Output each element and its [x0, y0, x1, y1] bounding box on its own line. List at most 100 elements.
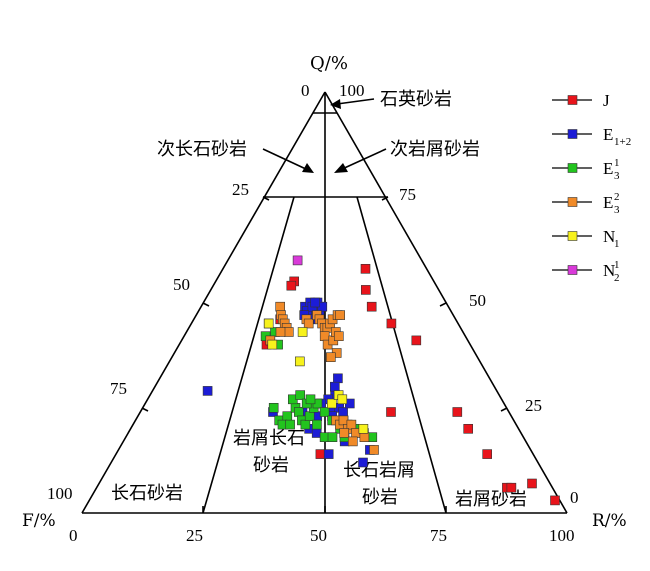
point-e32-35: [347, 436, 358, 447]
point-n1-7: [358, 423, 369, 434]
point-j-19: [386, 407, 396, 417]
legend-subscript: 1: [614, 238, 620, 250]
arrows: [262, 98, 387, 173]
legend-subscript: 3: [614, 204, 620, 216]
point-j-10: [527, 478, 537, 489]
left-divider: [202, 196, 295, 514]
data-points: [202, 255, 560, 506]
right-tick-75: 75: [399, 185, 416, 204]
left-tick-25: 25: [232, 180, 249, 199]
point-e32-18: [335, 310, 346, 320]
point-e12-30: [323, 449, 334, 459]
point-j-0: [360, 263, 371, 274]
legend-item-e31: E 13: [552, 157, 620, 182]
legend-label: E: [603, 159, 613, 178]
point-e32-25: [325, 352, 336, 363]
right-divider: [356, 196, 447, 514]
point-e32-31: [339, 428, 350, 438]
right-tick-50: 50: [469, 291, 486, 310]
region-sublithic-label: 次岩屑砂岩: [390, 139, 480, 160]
point-j-2: [366, 301, 377, 312]
point-e12-35: [333, 373, 343, 384]
legend-label: N: [603, 261, 615, 280]
point-e12-36: [329, 381, 340, 392]
point-e31-6: [282, 411, 293, 422]
point-e12-15: [310, 297, 320, 308]
right-tick-0: 0: [570, 488, 579, 507]
legend-item-n21: N12: [552, 259, 620, 284]
point-e31-8: [293, 407, 304, 417]
legend-label: N: [603, 227, 615, 246]
legend-item-e12: E 1+2: [552, 125, 631, 148]
point-e31-30: [327, 432, 338, 443]
legend-marker: [567, 95, 578, 105]
bottom-tick-25: 25: [186, 526, 203, 545]
point-n1-2: [297, 327, 308, 337]
point-e31-24: [305, 394, 316, 405]
legend-item-e32: E 23: [552, 191, 620, 216]
point-e31-27: [312, 419, 322, 430]
point-j-1: [360, 285, 371, 295]
point-e31-10: [300, 419, 311, 430]
bottom-tick-0: 0: [69, 526, 78, 545]
point-n21-0: [292, 255, 303, 266]
point-e32-0: [275, 301, 286, 312]
point-j-13: [286, 280, 297, 291]
legend-subscript: 2: [614, 272, 620, 284]
region-lithic-feldspar-label-2: 砂岩: [253, 455, 289, 476]
region-quartz-label: 石英砂岩: [380, 89, 452, 110]
point-e32-34: [369, 445, 379, 455]
point-j-18: [315, 449, 326, 459]
r-axis-title: R/%: [592, 511, 627, 531]
right-tick-25: 25: [525, 396, 542, 415]
region-lithic-feldspar-label-1: 岩屑长石: [233, 428, 305, 449]
legend-superscript: 2: [614, 191, 620, 203]
point-j-7: [482, 449, 493, 459]
apex-tick-0: 0: [301, 81, 310, 100]
bottom-tick-50: 50: [310, 526, 327, 545]
point-e12-22: [338, 407, 348, 417]
region-feldspar-lithic-label-1: 长石岩屑: [343, 460, 415, 481]
region-feldspar-label: 长石砂岩: [111, 483, 183, 504]
legend-superscript: 1: [614, 157, 620, 169]
point-j-9: [506, 482, 517, 493]
point-e32-30: [346, 419, 357, 430]
legend-marker: [567, 231, 578, 241]
point-n1-3: [294, 356, 305, 367]
point-e32-19: [319, 331, 330, 342]
point-e12-16: [202, 386, 213, 396]
point-n1-4: [326, 398, 337, 409]
legend-item-n1: N1: [552, 227, 620, 250]
region-lithic-label: 岩屑砂岩: [455, 489, 527, 510]
point-j-3: [386, 318, 397, 329]
point-n1-6: [337, 394, 348, 405]
point-j-5: [452, 407, 463, 417]
point-e12-31: [358, 457, 368, 468]
point-e31-22: [295, 390, 306, 400]
legend-superscript: 1: [614, 259, 620, 271]
bottom-tick-75: 75: [430, 526, 447, 545]
legend-subscript: 1+2: [614, 136, 631, 148]
legend-label: J: [603, 91, 610, 110]
point-e31-4: [268, 402, 279, 413]
region-feldspar-lithic-label-2: 砂岩: [362, 487, 398, 508]
left-tick-75: 75: [110, 379, 127, 398]
tick-marks: [141, 196, 508, 513]
left-tick-100: 100: [47, 484, 73, 503]
point-e32-23: [333, 331, 344, 342]
apex-tick-100: 100: [339, 81, 365, 100]
point-e32-9: [303, 318, 314, 329]
region-subfeldspar-label: 次长石砂岩: [157, 139, 247, 160]
legend-marker: [567, 129, 578, 139]
point-e31-14: [319, 407, 330, 417]
q-axis-title: Q/%: [310, 53, 348, 74]
left-tick-50: 50: [173, 275, 190, 294]
bottom-tick-100: 100: [549, 526, 575, 545]
point-e32-6: [275, 327, 286, 337]
legend-label: E: [603, 125, 613, 144]
point-e32-33: [359, 432, 370, 443]
legend-item-j: J: [552, 91, 610, 110]
legend-marker: [567, 197, 578, 207]
